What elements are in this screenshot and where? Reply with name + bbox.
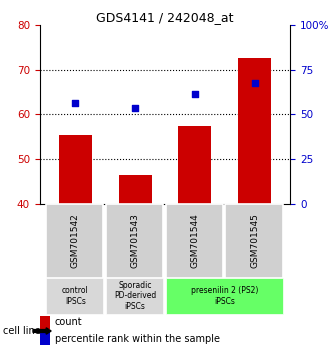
Bar (46, 278, 104, 314)
Bar (119, 175, 151, 204)
Bar (238, 58, 271, 204)
Text: cell line: cell line (3, 326, 41, 336)
Text: GSM701543: GSM701543 (131, 213, 140, 268)
Text: presenilin 2 (PS2)
iPSCs: presenilin 2 (PS2) iPSCs (191, 286, 258, 306)
Bar (106, 278, 163, 314)
Bar (166, 278, 282, 314)
Text: GSM701545: GSM701545 (250, 213, 259, 268)
Bar (106, 204, 163, 278)
Point (133, 105, 138, 110)
Text: control
IPSCs: control IPSCs (62, 286, 89, 306)
Text: GSM701542: GSM701542 (71, 213, 80, 268)
Bar (46, 204, 104, 278)
Bar (225, 204, 282, 278)
Title: GDS4141 / 242048_at: GDS4141 / 242048_at (96, 11, 234, 24)
Point (252, 80, 257, 86)
Bar (40, 316, 50, 329)
Bar (179, 126, 211, 204)
Bar (166, 204, 223, 278)
Point (192, 91, 197, 97)
Bar (59, 135, 92, 204)
Text: Sporadic
PD-derived
iPSCs: Sporadic PD-derived iPSCs (114, 281, 156, 311)
Point (73, 101, 78, 106)
Text: count: count (55, 318, 82, 327)
Text: GSM701544: GSM701544 (190, 213, 199, 268)
Text: percentile rank within the sample: percentile rank within the sample (55, 334, 220, 344)
Bar (40, 332, 50, 345)
